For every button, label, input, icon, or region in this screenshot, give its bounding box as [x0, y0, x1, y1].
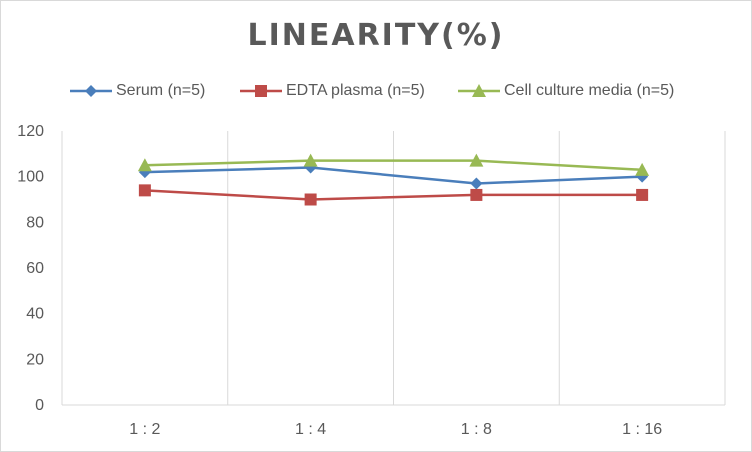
series-line-1: [144, 189, 643, 201]
data-point-cell-culture-media: [635, 162, 650, 176]
series-line-2: [144, 159, 643, 172]
legend-item-serum: Serum (n=5): [68, 78, 205, 104]
x-tick-label: 1 : 4: [295, 421, 326, 438]
legend-label-serum: Serum (n=5): [116, 82, 206, 99]
data-point-cell-culture-media: [469, 153, 484, 167]
x-tick-label: 1 : 16: [622, 421, 662, 438]
y-tick-label: 40: [26, 306, 44, 323]
x-tick-label: 1 : 2: [129, 421, 160, 438]
chart-title: LINEARITY(%): [247, 18, 505, 53]
y-tick-label: 120: [17, 123, 44, 140]
y-tick-label: 0: [35, 397, 44, 414]
legend-item-edta-plasma: EDTA plasma (n=5): [238, 78, 425, 104]
data-point-edta-plasma: [304, 193, 317, 206]
data-point-edta-plasma: [470, 188, 483, 201]
legend-marker-serum: [68, 81, 114, 101]
y-tick-label: 60: [26, 260, 44, 277]
y-tick-label: 100: [17, 169, 44, 186]
legend-marker-edta-plasma: [238, 81, 284, 101]
legend-marker-cell-culture-media: [456, 81, 502, 101]
y-tick-label: 80: [26, 214, 44, 231]
legend: Serum (n=5) EDTA plasma (n=5) Cell cultu…: [0, 78, 752, 104]
data-point-cell-culture-media: [137, 158, 152, 172]
data-point-edta-plasma: [138, 184, 151, 197]
data-point-cell-culture-media: [303, 153, 318, 167]
x-tick-label: 1 : 8: [461, 421, 492, 438]
y-tick-label: 20: [26, 351, 44, 368]
data-point-serum: [470, 177, 483, 190]
legend-item-cell-culture-media: Cell culture media (n=5): [456, 78, 674, 104]
series-line-0: [144, 166, 643, 185]
legend-label-edta-plasma: EDTA plasma (n=5): [286, 82, 425, 99]
legend-label-cell-culture-media: Cell culture media (n=5): [504, 82, 675, 99]
data-point-edta-plasma: [636, 188, 649, 201]
